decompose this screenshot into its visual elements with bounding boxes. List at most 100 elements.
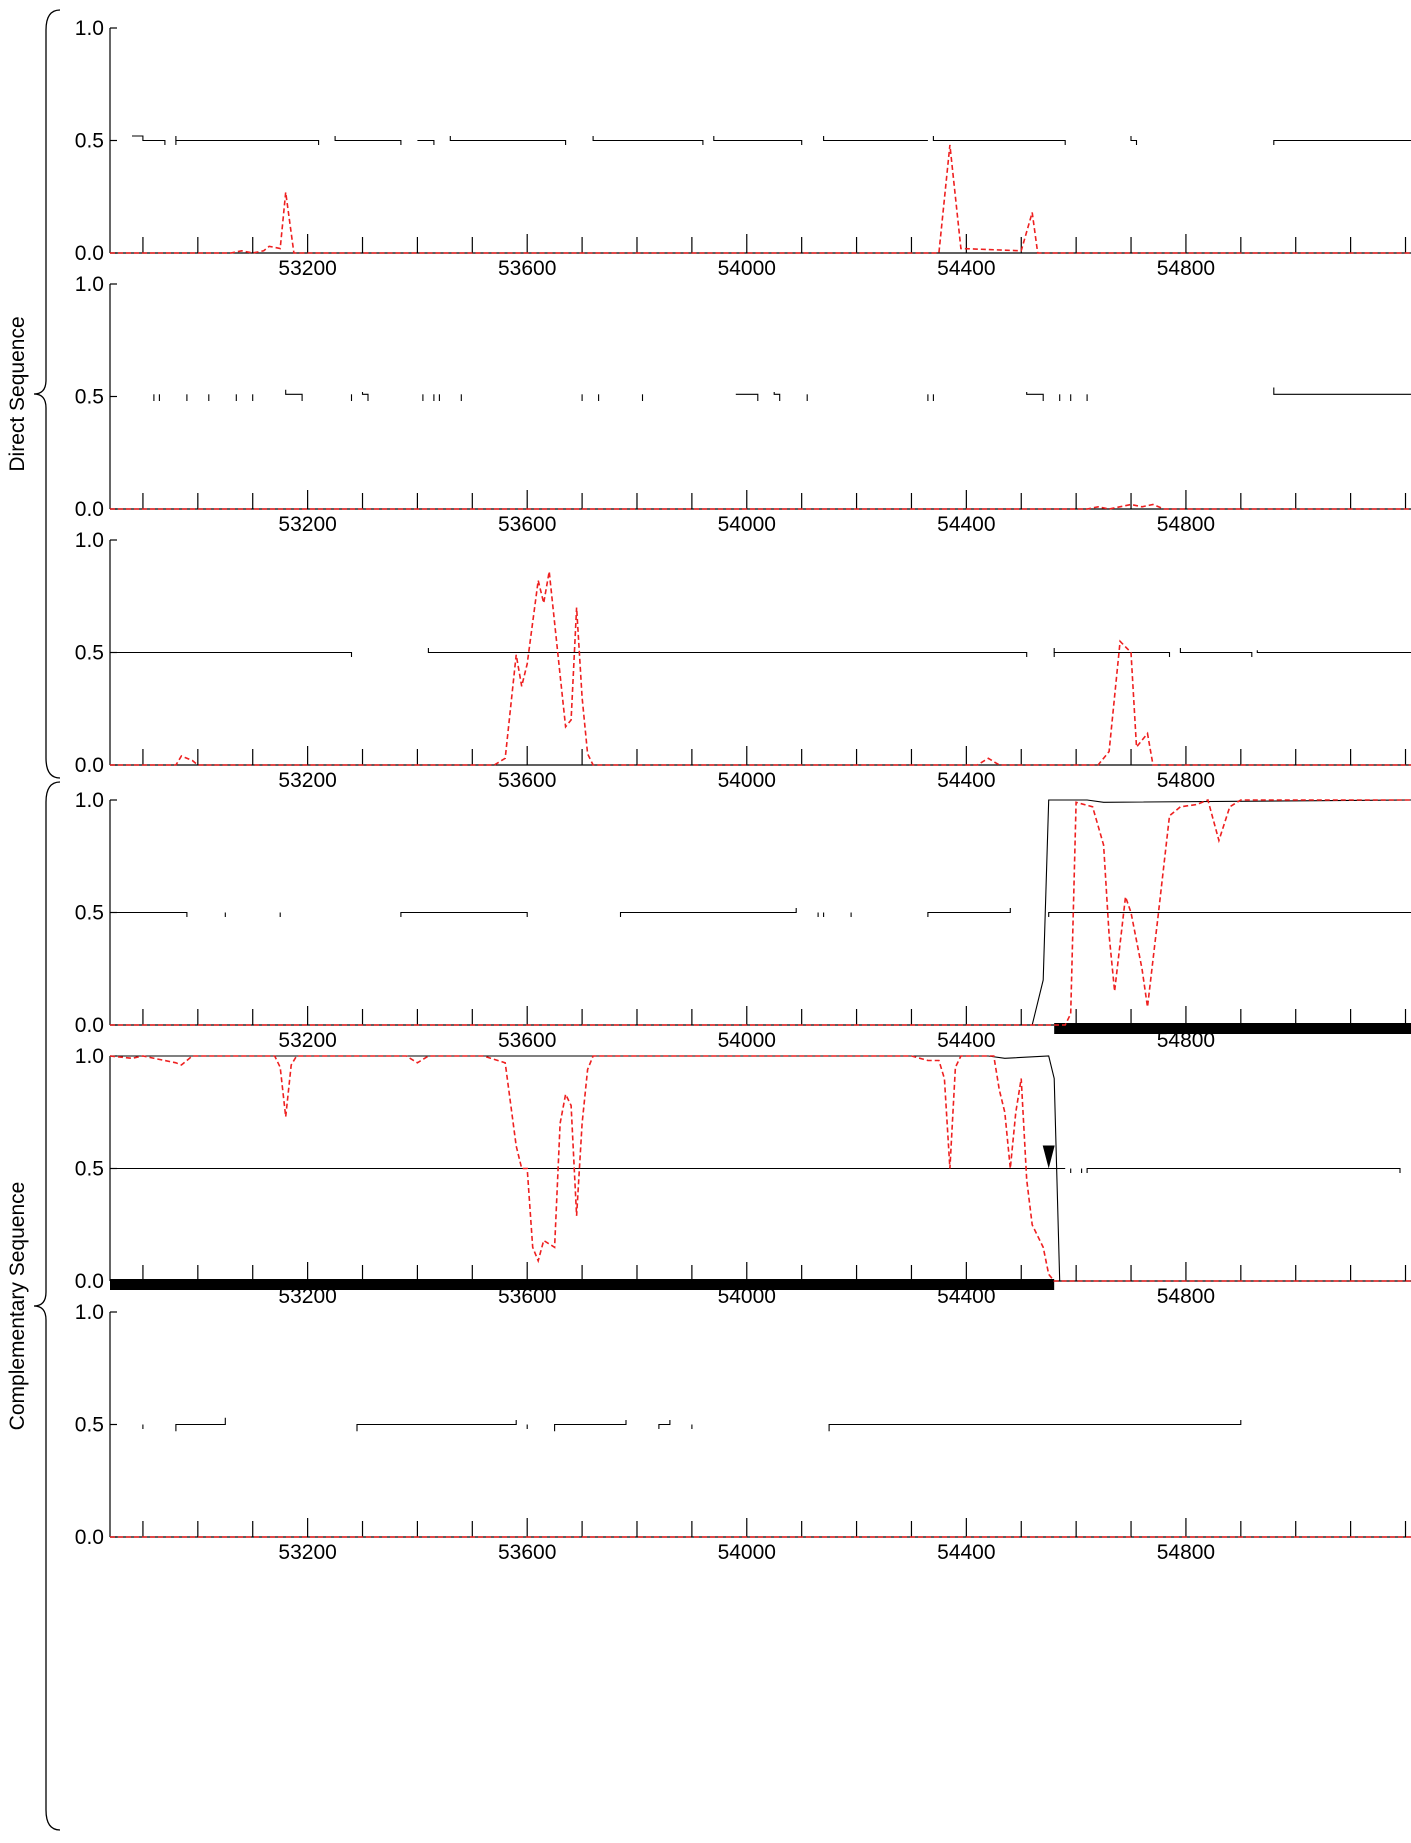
y-tick-label: 1.0 bbox=[75, 1301, 104, 1324]
x-tick-label: 54400 bbox=[937, 1029, 995, 1052]
x-tick-label: 54800 bbox=[1157, 1541, 1215, 1564]
y-tick-label: 0.0 bbox=[75, 242, 104, 265]
panel-2: 0.0 0.5 1.0 53200 53600 54000 54400 54800 bbox=[75, 273, 1411, 536]
feature-bar bbox=[1054, 1023, 1411, 1034]
profile-line bbox=[658, 1420, 671, 1429]
x-tick-label: 54000 bbox=[718, 257, 776, 280]
profile-line bbox=[932, 136, 1066, 145]
y-tick-label: 0.5 bbox=[75, 642, 104, 665]
x-tick-label: 53200 bbox=[278, 257, 336, 280]
x-tick-label: 54000 bbox=[718, 1029, 776, 1052]
profile-line bbox=[132, 135, 166, 145]
arrow-marker bbox=[1042, 1145, 1055, 1169]
profile-line bbox=[356, 1420, 517, 1432]
profile-line bbox=[828, 1420, 1242, 1432]
y-tick-label: 0.0 bbox=[75, 1014, 104, 1037]
profile-line bbox=[361, 392, 369, 401]
x-tick-label: 54800 bbox=[1157, 513, 1215, 536]
prediction-line bbox=[110, 571, 1411, 766]
profile-line bbox=[110, 651, 353, 657]
prediction-line bbox=[110, 144, 1411, 254]
x-tick-label: 53600 bbox=[498, 1541, 556, 1564]
x-tick-label: 53200 bbox=[278, 1029, 336, 1052]
profile-line bbox=[1273, 139, 1411, 145]
profile-line bbox=[449, 136, 567, 145]
profile-line bbox=[1048, 911, 1411, 917]
profile-line bbox=[1130, 136, 1138, 145]
profile-line bbox=[400, 911, 528, 917]
profile-line bbox=[554, 1420, 627, 1432]
profile-line bbox=[110, 911, 188, 917]
complementary-sequence-bracket bbox=[33, 781, 61, 1831]
panel-6: 0.0 0.5 1.0 53200 53600 54000 54400 54800 bbox=[75, 1301, 1411, 1564]
x-tick-label: 54000 bbox=[718, 1285, 776, 1308]
x-tick-label: 53200 bbox=[278, 1285, 336, 1308]
y-tick-label: 1.0 bbox=[75, 789, 104, 812]
profile-line bbox=[110, 1055, 1411, 1282]
profile-line bbox=[1273, 387, 1411, 395]
y-tick-label: 0.5 bbox=[75, 902, 104, 925]
y-tick-label: 0.5 bbox=[75, 1414, 104, 1437]
x-tick-label: 54400 bbox=[937, 1285, 995, 1308]
x-tick-label: 53600 bbox=[498, 513, 556, 536]
x-tick-label: 53200 bbox=[278, 769, 336, 792]
x-tick-label: 54400 bbox=[937, 513, 995, 536]
profile-line bbox=[1026, 392, 1044, 401]
profile-line bbox=[1086, 1167, 1401, 1173]
profile-line bbox=[175, 136, 320, 145]
group-brackets: Direct Sequence Complementary Sequence bbox=[6, 9, 61, 1831]
profile-line bbox=[619, 908, 797, 917]
profile-line bbox=[175, 1417, 226, 1432]
x-tick-label: 54400 bbox=[937, 1541, 995, 1564]
x-tick-label: 53200 bbox=[278, 513, 336, 536]
x-tick-label: 54400 bbox=[937, 257, 995, 280]
panel-4: 0.0 0.5 1.0 53200 53600 54000 54400 54800 bbox=[75, 789, 1411, 1052]
panel-1: 0.0 0.5 1.0 53200 53600 54000 54400 54800 bbox=[75, 17, 1411, 280]
y-tick-label: 1.0 bbox=[75, 17, 104, 40]
x-tick-label: 54800 bbox=[1157, 1029, 1215, 1052]
profile-line bbox=[927, 908, 1011, 917]
feature-bar bbox=[110, 1279, 1055, 1290]
profile-line bbox=[1179, 648, 1253, 657]
x-tick-label: 53600 bbox=[498, 769, 556, 792]
x-tick-label: 54800 bbox=[1157, 1285, 1215, 1308]
y-tick-label: 0.0 bbox=[75, 1526, 104, 1549]
x-tick-label: 53600 bbox=[498, 1029, 556, 1052]
prediction-line bbox=[110, 503, 1411, 510]
y-tick-label: 0.5 bbox=[75, 1158, 104, 1181]
profile-line bbox=[427, 648, 1028, 657]
profile-line bbox=[1053, 648, 1171, 657]
y-tick-label: 0.5 bbox=[75, 386, 104, 409]
panel-5: 0.0 0.5 1.0 53200 53600 54000 54400 54800 bbox=[75, 1045, 1411, 1308]
direct-sequence-bracket bbox=[33, 9, 61, 779]
prediction-line bbox=[110, 798, 1411, 1026]
direct-sequence-label: Direct Sequence bbox=[6, 316, 29, 471]
profile-line bbox=[417, 139, 435, 145]
x-tick-label: 54800 bbox=[1157, 769, 1215, 792]
x-tick-label: 54000 bbox=[718, 769, 776, 792]
profile-line bbox=[773, 392, 781, 401]
y-tick-label: 0.0 bbox=[75, 498, 104, 521]
profile-line bbox=[1256, 650, 1411, 654]
profile-line bbox=[713, 136, 803, 145]
x-tick-label: 54000 bbox=[718, 1541, 776, 1564]
complementary-sequence-label: Complementary Sequence bbox=[6, 1182, 29, 1431]
y-tick-label: 0.0 bbox=[75, 754, 104, 777]
y-tick-label: 1.0 bbox=[75, 1045, 104, 1068]
x-tick-label: 54000 bbox=[718, 513, 776, 536]
profile-line bbox=[334, 136, 402, 145]
panel-3: 0.0 0.5 1.0 53200 53600 54000 54400 54800 bbox=[75, 529, 1411, 792]
profile-line bbox=[592, 136, 704, 145]
y-tick-label: 0.0 bbox=[75, 1270, 104, 1293]
profile-line bbox=[735, 393, 759, 401]
y-tick-label: 1.0 bbox=[75, 273, 104, 296]
profile-line bbox=[285, 389, 303, 401]
x-tick-label: 54800 bbox=[1157, 257, 1215, 280]
x-tick-label: 54400 bbox=[937, 769, 995, 792]
chart-panels: 0.0 0.5 1.0 53200 53600 54000 54400 54800 0.0 0.5… bbox=[75, 17, 1411, 1564]
profile-line bbox=[823, 136, 928, 142]
x-tick-label: 53600 bbox=[498, 257, 556, 280]
x-tick-label: 53200 bbox=[278, 1541, 336, 1564]
y-tick-label: 1.0 bbox=[75, 529, 104, 552]
